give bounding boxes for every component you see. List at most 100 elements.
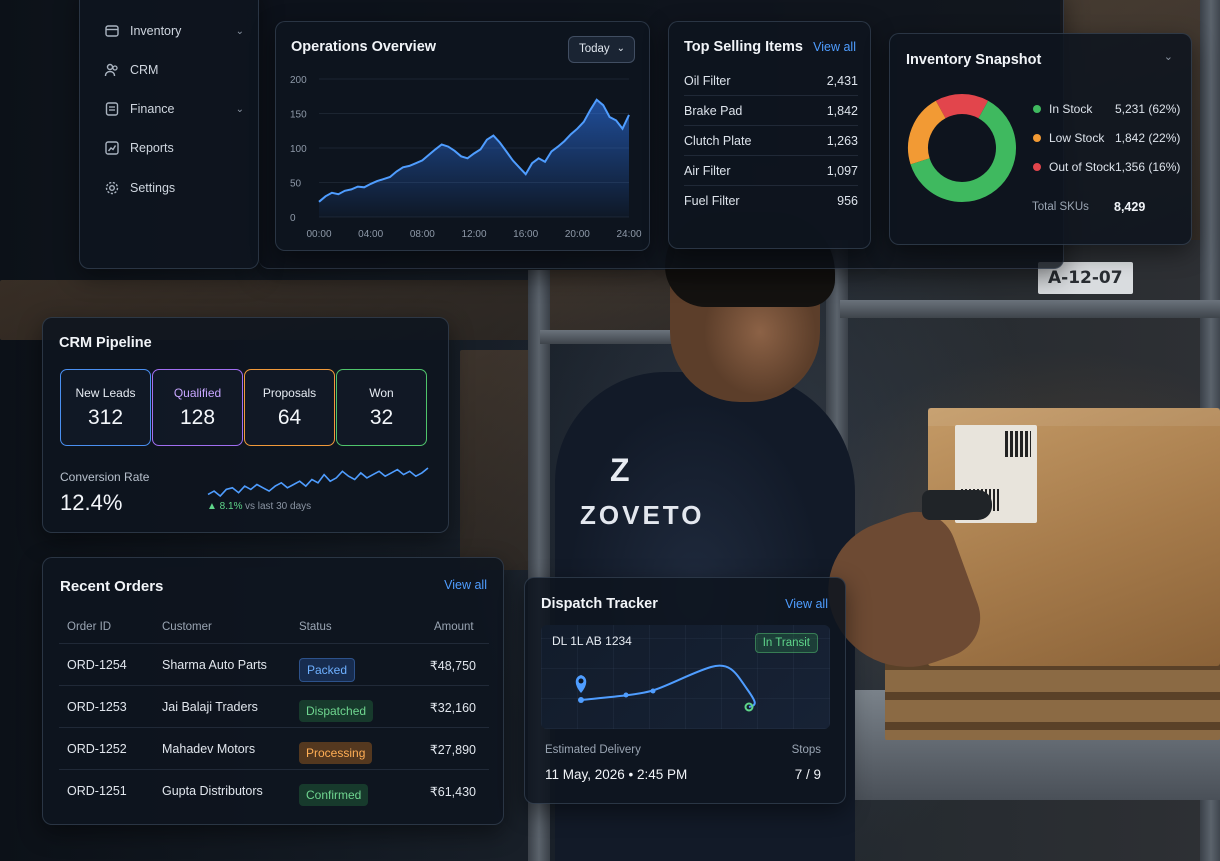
brand-logo-icon: Z [610,452,630,488]
eta-value: 11 May, 2026 • 2:45 PM [545,767,688,782]
table-row[interactable]: ORD-1252 Mahadev Motors Processing ₹27,890 [59,727,489,769]
table-row[interactable]: ORD-1253 Jai Balaji Traders Dispatched ₹32,… [59,685,489,727]
x-tick-label: 12:00 [461,229,486,240]
item-name: Oil Filter [684,73,731,88]
stage-value: 64 [277,406,302,429]
card-title: Recent Orders [60,578,164,595]
item-qty: 1,097 [826,163,858,178]
donut-slice[interactable] [910,100,1016,202]
sidebar-item-label: Finance [130,102,175,116]
y-tick-label: 100 [290,144,307,155]
route-line [580,664,756,708]
shelf-boxes [540,270,670,340]
series-line [318,98,630,203]
card-title: CRM Pipeline [59,335,152,351]
total-skus-label: Total SKUs [1032,201,1089,213]
route-map[interactable]: DL 1L AB 1234 In Transit [541,625,830,729]
eta-label: Estimated Delivery [545,744,641,756]
area-fill [319,99,629,217]
y-tick-label: 50 [290,179,302,190]
location-pin-icon [575,675,587,693]
chevron-down-icon: ⌄ [235,103,244,115]
view-all-link[interactable]: View all [785,597,828,611]
sidebar-item-inventory[interactable]: Inventory ⌄ [104,23,244,39]
x-tick-label: 16:00 [513,229,538,240]
pipeline-stage[interactable]: Qualified 128 [152,369,243,446]
operations-area-chart: 0 50 100 150 200 00:00 04:00 08:00 12:00 16:00 20:… [290,75,642,240]
recent-orders-card: Recent Orders View all Order ID Customer… [42,557,504,825]
customer-name: Mahadev Motors [162,742,256,756]
y-tick-label: 0 [290,213,296,224]
box-icon [105,25,119,37]
legend-label: Out of Stock [1049,160,1116,174]
route-path [575,664,756,712]
legend-item: Low Stock 1,842 (22%) [1033,131,1183,145]
stage-label: Proposals [262,386,317,400]
legend-label: Low Stock [1049,131,1105,145]
x-tick-label: 24:00 [616,229,641,240]
list-item[interactable]: Brake Pad 1,842 [684,96,858,126]
conversion-sparkline [207,467,429,498]
table-row[interactable]: ORD-1251 Gupta Distributors Confirmed ₹61,4… [59,769,489,811]
range-dropdown[interactable]: Today ⌄ [568,36,635,63]
sidebar: Inventory ⌄ CRM Finance ⌄ Reports Settin… [79,0,259,269]
list-item[interactable]: Fuel Filter 956 [684,186,858,216]
range-dropdown-value: Today [579,43,610,55]
sidebar-item-reports[interactable]: Reports [104,140,244,156]
legend-dot-icon [1033,134,1041,142]
column-header-order-id: Order ID [67,621,112,633]
operations-overview-card: Operations Overview Today ⌄ 0 50 100 150 200… [275,21,650,251]
customer-name: Gupta Distributors [162,784,263,798]
item-name: Clutch Plate [684,133,752,148]
table-row[interactable]: ORD-1254 Sharma Auto Parts Packed ₹48,750 [59,643,489,685]
shipping-label [955,425,1037,523]
status-badge: Processing [299,742,373,764]
view-all-link[interactable]: View all [444,578,487,592]
sidebar-item-label: Reports [130,141,174,155]
pipeline-stage[interactable]: Proposals 64 [244,369,335,446]
item-name: Brake Pad [684,103,743,118]
customer-name: Jai Balaji Traders [162,700,258,714]
column-header-amount: Amount [434,621,474,633]
legend-item: Out of Stock 1,356 (16%) [1033,160,1183,174]
order-id: ORD-1252 [67,742,127,756]
sidebar-item-settings[interactable]: Settings [104,180,244,196]
pipeline-stage[interactable]: Won 32 [336,369,427,446]
dispatch-tracker-card: Dispatch Tracker View all DL 1L AB 1234 … [524,577,846,804]
view-all-link[interactable]: View all [813,40,856,54]
donut-slice[interactable] [908,100,947,165]
list-item[interactable]: Oil Filter 2,431 [684,66,858,96]
legend-value: 5,231 (62%) [1115,102,1181,116]
stage-label: Qualified [173,386,222,400]
pipeline-stage[interactable]: New Leads 312 [60,369,151,446]
list-item[interactable]: Clutch Plate 1,263 [684,126,858,156]
destination-icon [744,702,754,712]
item-qty: 2,431 [826,73,858,88]
column-header-customer: Customer [162,621,212,633]
barcode-scanner [922,490,992,520]
item-name: Air Filter [684,163,731,178]
item-qty: 956 [837,194,858,208]
chevron-down-icon[interactable]: ⌄ [1163,51,1173,63]
stops-value: 7 / 9 [794,767,821,782]
sidebar-item-crm[interactable]: CRM [104,62,244,78]
route-stop [623,692,629,698]
donut-slice[interactable] [935,94,989,119]
y-tick-label: 200 [290,75,307,86]
total-skus-value: 8,429 [1114,200,1146,214]
list-item[interactable]: Air Filter 1,097 [684,156,858,186]
brand-wordmark: ZOVETO [580,500,705,530]
finance-icon [105,102,119,116]
y-tick-label: 150 [290,110,307,121]
item-name: Fuel Filter [684,194,740,208]
order-id: ORD-1251 [67,784,127,798]
legend-value: 1,842 (22%) [1115,131,1181,145]
column-header-status: Status [299,621,332,633]
chevron-down-icon: ⌄ [235,25,244,37]
card-title: Dispatch Tracker [541,596,658,612]
stage-label: Won [369,386,394,400]
legend-value: 1,356 (16%) [1115,160,1181,174]
sidebar-item-finance[interactable]: Finance ⌄ [104,101,244,117]
shelf [840,300,1220,318]
crm-pipeline-card: CRM Pipeline New Leads 312 Qualified 128 Pro… [42,317,449,533]
